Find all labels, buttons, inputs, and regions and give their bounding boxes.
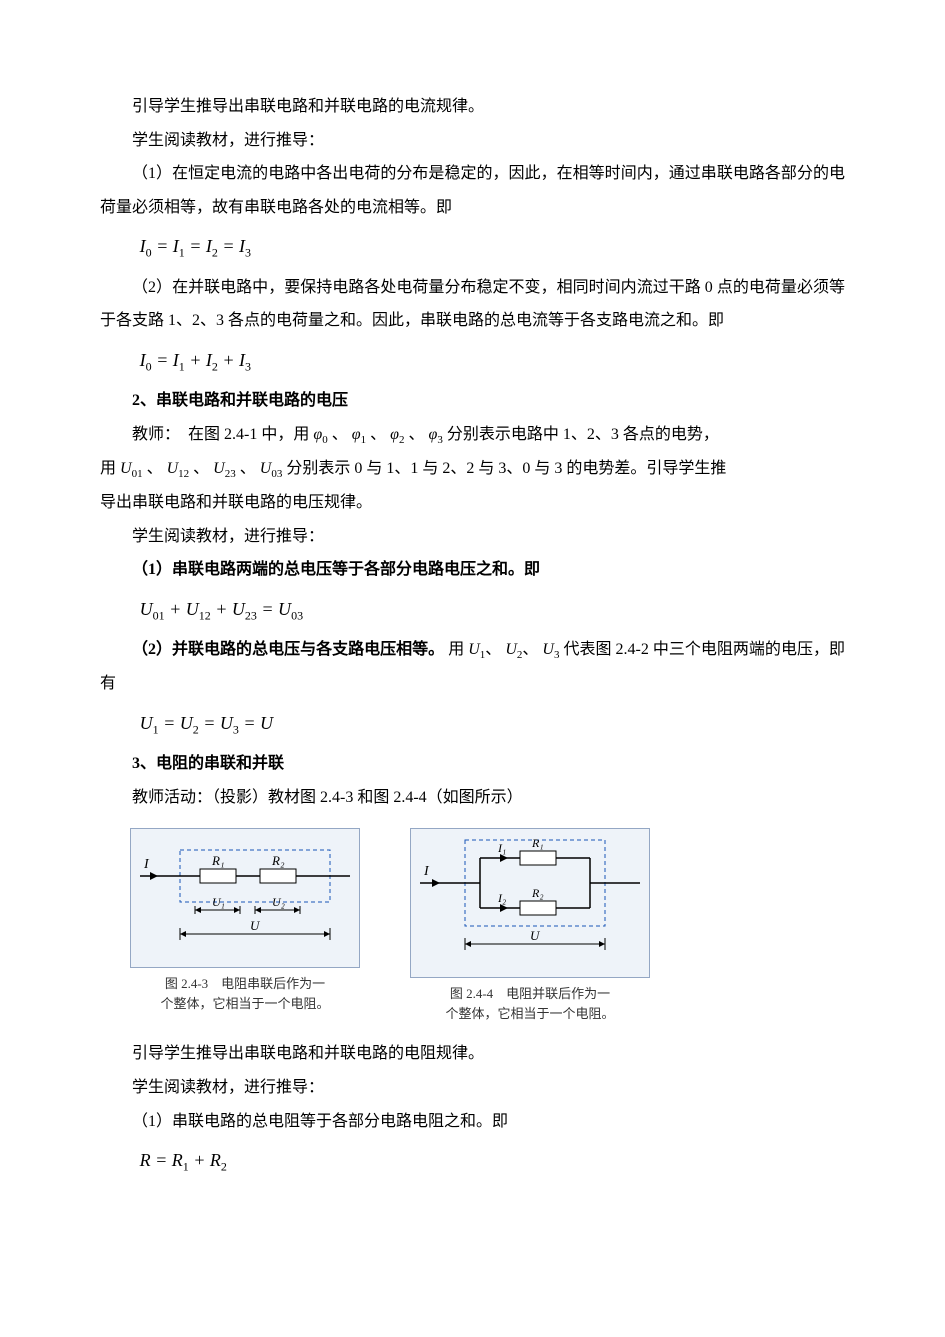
phi3: φ3 bbox=[428, 426, 442, 443]
paragraph: 教师活动：（投影）教材图 2.4-3 和图 2.4-4（如图所示） bbox=[100, 781, 845, 815]
paragraph: 导出串联电路和并联电路的电压规律。 bbox=[100, 486, 845, 520]
paragraph: 用 U01 、 U12 、 U23 、 U03 分别表示 0 与 1、1 与 2… bbox=[100, 452, 845, 486]
label-R2: R₂ bbox=[271, 853, 285, 868]
circuit-parallel-icon: I I₁ I₂ R₁ R₂ U bbox=[410, 828, 650, 978]
u01: U01 bbox=[120, 460, 143, 477]
paragraph: 学生阅读教材，进行推导： bbox=[100, 520, 845, 554]
equation-resistance-series: R = R1 + R2 bbox=[140, 1144, 845, 1178]
label-U: U bbox=[250, 918, 261, 933]
text: 分别表示 0 与 1、1 与 2、2 与 3、0 与 3 的电势差。引导学生推 bbox=[286, 460, 726, 477]
u12: U12 bbox=[167, 460, 190, 477]
circuit-series-icon: I R₁ R₂ U₁ U₂ bbox=[130, 828, 360, 968]
label-R1: R₁ bbox=[211, 853, 224, 868]
equation-voltage-series: U01 + U12 + U23 = U03 bbox=[140, 593, 845, 627]
label-U1: U₁ bbox=[212, 895, 225, 909]
text: 教师： 在图 2.4-1 中，用 bbox=[132, 426, 309, 443]
figure-caption: 图 2.4-3 电阻串联后作为一 个整体，它相当于一个电阻。 bbox=[160, 974, 329, 1013]
figure-2-4-3: I R₁ R₂ U₁ U₂ bbox=[130, 828, 360, 1013]
label-U: U bbox=[530, 928, 541, 943]
section-heading: 3、电阻的串联和并联 bbox=[100, 747, 845, 781]
equation-current-series: I0 = I1 = I2 = I3 bbox=[140, 230, 845, 264]
paragraph: 学生阅读教材，进行推导： bbox=[100, 124, 845, 158]
u23: U23 bbox=[213, 460, 236, 477]
paragraph: 学生阅读教材，进行推导： bbox=[100, 1071, 845, 1105]
text-bold: （2）并联电路的总电压与各支路电压相等。 bbox=[132, 641, 444, 658]
paragraph: （2）并联电路的总电压与各支路电压相等。 用 U1、 U2、 U3 代表图 2.… bbox=[100, 633, 845, 701]
figure-caption: 图 2.4-4 电阻并联后作为一 个整体，它相当于一个电阻。 bbox=[445, 984, 614, 1023]
equation-voltage-parallel: U1 = U2 = U3 = U bbox=[140, 707, 845, 741]
phi0: φ0 bbox=[313, 426, 327, 443]
paragraph: （1）串联电路两端的总电压等于各部分电路电压之和。即 bbox=[100, 553, 845, 587]
paragraph: （1）在恒定电流的电路中各出电荷的分布是稳定的，因此，在相等时间内，通过串联电路… bbox=[100, 157, 845, 224]
label-I2: I₂ bbox=[497, 891, 506, 905]
figure-2-4-4: I I₁ I₂ R₁ R₂ U 图 2.4-4 电阻并联后作为一 个整体，它相当… bbox=[410, 828, 650, 1023]
paragraph: 引导学生推导出串联电路和并联电路的电流规律。 bbox=[100, 90, 845, 124]
text: 用 bbox=[448, 641, 464, 658]
text: 用 bbox=[100, 460, 116, 477]
equation-current-parallel: I0 = I1 + I2 + I3 bbox=[140, 344, 845, 378]
u1: U1 bbox=[468, 641, 485, 658]
label-R2: R₂ bbox=[531, 886, 544, 900]
phi1: φ1 bbox=[352, 426, 366, 443]
document-page: 引导学生推导出串联电路和并联电路的电流规律。 学生阅读教材，进行推导： （1）在… bbox=[0, 0, 945, 1337]
paragraph: 教师： 在图 2.4-1 中，用 φ0 、 φ1 、 φ2 、 φ3 分别表示电… bbox=[100, 418, 845, 452]
phi2: φ2 bbox=[390, 426, 404, 443]
u3: U3 bbox=[542, 641, 559, 658]
section-heading: 2、串联电路和并联电路的电压 bbox=[100, 384, 845, 418]
text: 分别表示电路中 1、2、3 各点的电势， bbox=[447, 426, 719, 443]
label-I1: I₁ bbox=[497, 841, 506, 855]
paragraph: （2）在并联电路中，要保持电路各处电荷量分布稳定不变，相同时间内流过干路 0 点… bbox=[100, 271, 845, 338]
label-U2: U₂ bbox=[272, 895, 285, 909]
paragraph: 引导学生推导出串联电路和并联电路的电阻规律。 bbox=[100, 1037, 845, 1071]
figures-row: I R₁ R₂ U₁ U₂ bbox=[130, 828, 845, 1023]
label-R1: R₁ bbox=[531, 836, 544, 850]
u03: U03 bbox=[260, 460, 283, 477]
u2: U2 bbox=[505, 641, 522, 658]
paragraph: （1）串联电路的总电阻等于各部分电路电阻之和。即 bbox=[100, 1105, 845, 1139]
